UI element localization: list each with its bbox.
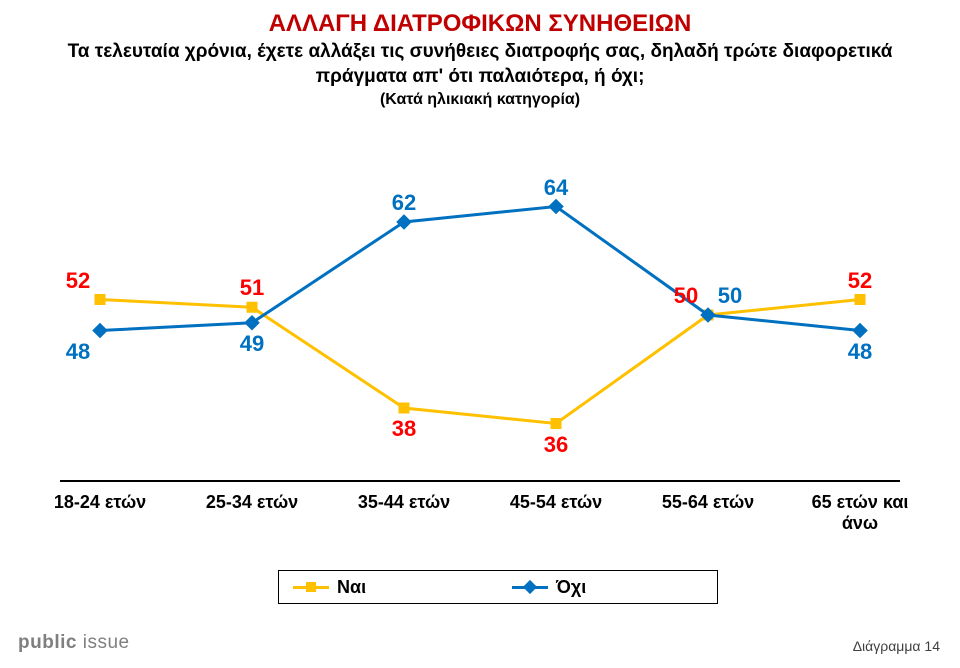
data-label: 38 bbox=[392, 416, 416, 442]
series-marker bbox=[853, 323, 867, 337]
legend-swatch bbox=[293, 586, 329, 589]
brand-logo: public issue bbox=[18, 632, 130, 654]
data-label: 48 bbox=[66, 339, 90, 365]
data-label: 52 bbox=[66, 268, 90, 294]
data-label: 50 bbox=[718, 283, 742, 309]
data-label: 62 bbox=[392, 190, 416, 216]
chart-note: (Κατά ηλικιακή κατηγορία) bbox=[0, 91, 960, 109]
data-label: 51 bbox=[240, 275, 264, 301]
data-label: 52 bbox=[848, 268, 872, 294]
series-marker bbox=[93, 323, 107, 337]
data-label: 36 bbox=[544, 432, 568, 458]
x-axis-labels: 18-24 ετών25-34 ετών35-44 ετών45-54 ετών… bbox=[60, 488, 900, 548]
series-marker bbox=[95, 295, 105, 305]
diagram-number: Διάγραμμα 14 bbox=[853, 638, 940, 654]
diamond-icon bbox=[523, 580, 537, 594]
data-label: 49 bbox=[240, 331, 264, 357]
chart-title: ΑΛΛΑΓΗ ΔΙΑΤΡΟΦΙΚΩΝ ΣΥΝΗΘΕΙΩΝ bbox=[0, 10, 960, 38]
legend-label: Όχι bbox=[556, 577, 586, 598]
legend-box: Ναι Όχι bbox=[278, 570, 718, 604]
chart-subtitle: Τα τελευταία χρόνια, έχετε αλλάξει τις σ… bbox=[0, 40, 960, 89]
data-label: 50 bbox=[674, 283, 698, 309]
data-label: 48 bbox=[848, 339, 872, 365]
series-marker bbox=[247, 302, 257, 312]
series-marker bbox=[551, 419, 561, 429]
x-axis-label: 18-24 ετών bbox=[54, 492, 146, 513]
x-axis-label: 55-64 ετών bbox=[662, 492, 754, 513]
series-marker bbox=[855, 295, 865, 305]
series-marker bbox=[399, 403, 409, 413]
x-axis-label: 35-44 ετών bbox=[358, 492, 450, 513]
x-axis-label: 25-34 ετών bbox=[206, 492, 298, 513]
legend-swatch bbox=[512, 586, 548, 589]
data-label: 64 bbox=[544, 175, 568, 201]
legend-label: Ναι bbox=[337, 577, 366, 598]
x-axis-label: 45-54 ετών bbox=[510, 492, 602, 513]
x-axis-label: 65 ετών καιάνω bbox=[812, 492, 909, 534]
square-icon bbox=[306, 582, 316, 592]
legend-item: Ναι bbox=[279, 577, 498, 598]
x-axis-line bbox=[60, 480, 900, 482]
legend-item: Όχι bbox=[498, 577, 717, 598]
chart-plot-area: 52 51 38 36 50 52 48 49 62 64 50 48 bbox=[60, 160, 900, 470]
